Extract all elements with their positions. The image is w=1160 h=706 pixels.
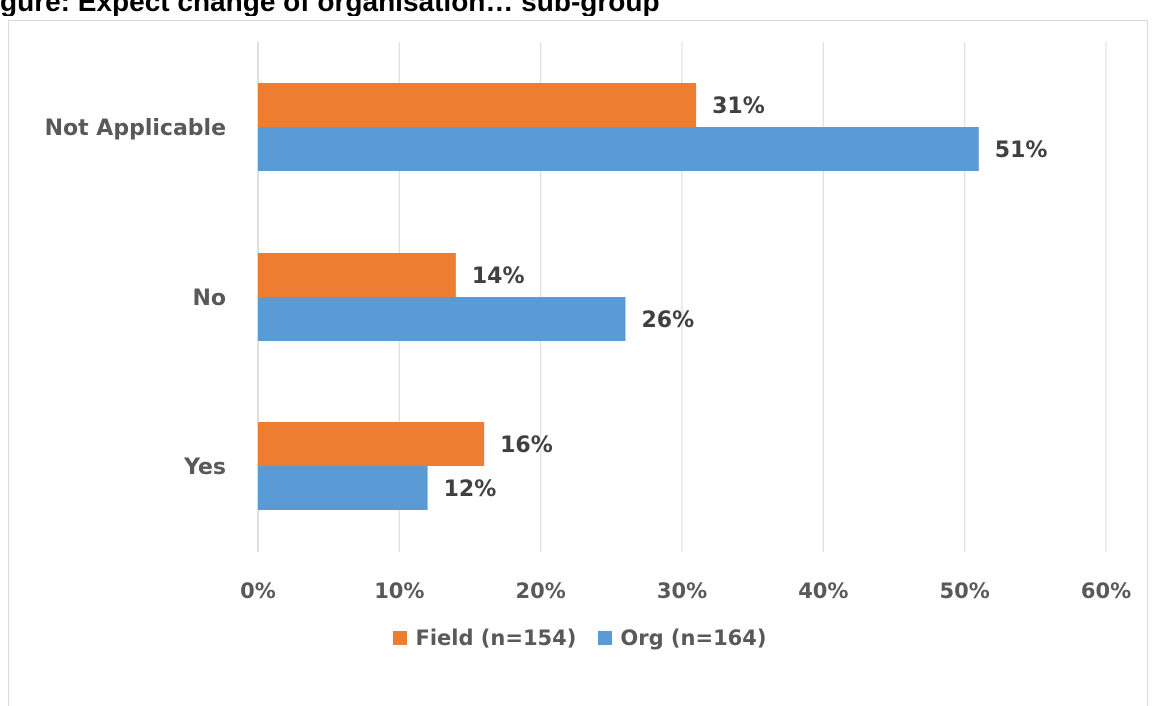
x-tick-label: 10% bbox=[374, 579, 424, 603]
legend-swatch-org bbox=[598, 631, 613, 645]
category-label: Not Applicable bbox=[45, 116, 226, 141]
x-tick-label: 60% bbox=[1081, 579, 1131, 603]
legend-label-org: Org (n=164) bbox=[620, 626, 767, 650]
data-label: 14% bbox=[472, 264, 525, 289]
legend-item-org: Org (n=164) bbox=[598, 626, 767, 650]
legend: Field (n=154) Org (n=164) bbox=[0, 618, 1160, 658]
chart-title: gure: Expect change of organisation… sub… bbox=[0, 0, 660, 16]
data-label: 16% bbox=[500, 433, 553, 458]
x-tick-label: 0% bbox=[240, 579, 276, 603]
category-label: No bbox=[192, 286, 226, 311]
chart-frame bbox=[8, 20, 1148, 706]
x-tick-label: 40% bbox=[798, 579, 848, 603]
legend-item-field: Field (n=154) bbox=[393, 626, 576, 650]
data-label: 12% bbox=[444, 477, 497, 502]
data-label: 51% bbox=[995, 138, 1048, 163]
x-tick-label: 20% bbox=[516, 579, 566, 603]
data-label: 26% bbox=[641, 308, 694, 333]
bar-org bbox=[258, 127, 979, 171]
data-label: 31% bbox=[712, 94, 765, 119]
category-label: Yes bbox=[183, 455, 226, 480]
legend-swatch-field bbox=[393, 631, 408, 645]
bar-field bbox=[258, 253, 456, 297]
bar-field bbox=[258, 83, 697, 127]
x-tick-label: 50% bbox=[940, 579, 990, 603]
bar-field bbox=[258, 422, 485, 466]
legend-label-field: Field (n=154) bbox=[415, 626, 577, 650]
bar-org bbox=[258, 297, 626, 341]
x-tick-label: 30% bbox=[657, 579, 707, 603]
bar-org bbox=[258, 466, 428, 510]
